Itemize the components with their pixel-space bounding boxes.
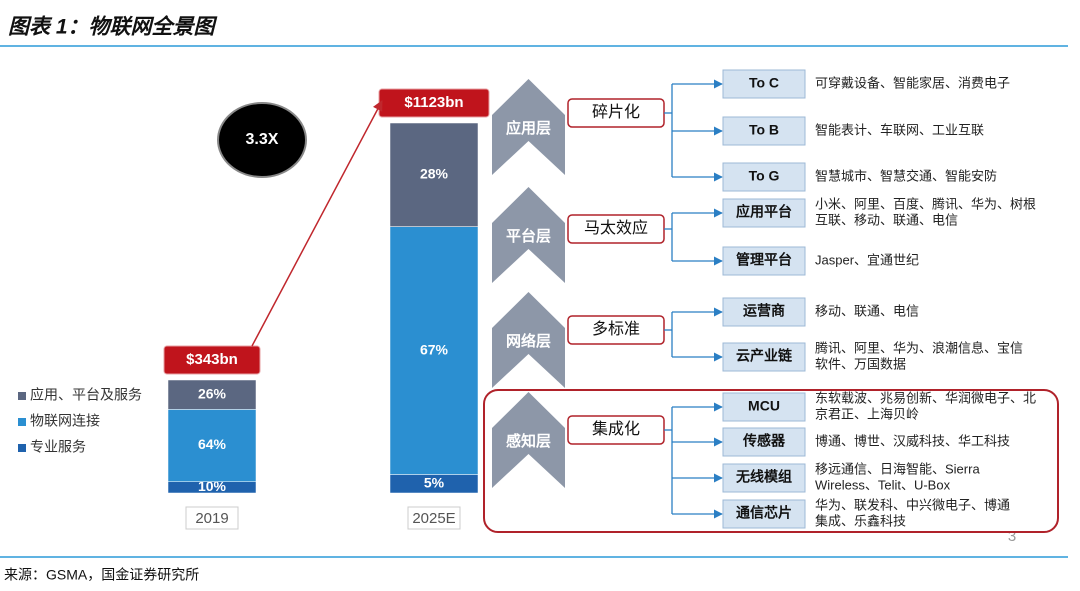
item-desc: Jasper、宜通世纪 <box>815 252 919 267</box>
item-label: 无线模组 <box>735 469 792 485</box>
item-label: To C <box>749 75 779 91</box>
item-desc: 博通、博世、汉威科技、华工科技 <box>815 433 1010 448</box>
item-label: 云产业链 <box>736 348 793 364</box>
item-label: 运营商 <box>743 303 785 319</box>
item-label: 通信芯片 <box>736 505 792 521</box>
item-label: MCU <box>748 398 780 414</box>
value-label: 10% <box>198 478 227 494</box>
item-box <box>722 297 806 327</box>
legend-swatch <box>18 444 26 452</box>
item-desc: 集成、乐鑫科技 <box>815 513 906 528</box>
item-desc: 华为、联发科、中兴微电子、博通 <box>815 497 1010 512</box>
legend-label: 专业服务 <box>30 439 86 455</box>
item-box <box>722 162 806 192</box>
item-desc: 智能表计、车联网、工业互联 <box>815 122 984 137</box>
value-label: 64% <box>198 436 227 452</box>
layer-arrow <box>492 292 565 388</box>
feature-label: 多标准 <box>592 320 640 338</box>
layer-name: 应用层 <box>506 119 551 137</box>
item-box <box>722 427 806 457</box>
item-desc: 腾讯、阿里、华为、浪潮信息、宝信 <box>815 340 1023 355</box>
layer-arrow <box>492 79 565 175</box>
bar-segment <box>167 379 257 410</box>
x-tick-label: 2019 <box>195 510 228 527</box>
total-box <box>163 345 261 375</box>
value-label: 5% <box>424 474 445 490</box>
x-tick-label: 2025E <box>412 510 455 527</box>
item-label: To B <box>749 122 779 138</box>
item-desc: 移动、联通、电信 <box>815 303 919 318</box>
layer-name: 网络层 <box>506 332 551 350</box>
item-label: 管理平台 <box>736 252 792 268</box>
item-box <box>722 198 806 228</box>
total-label: $343bn <box>186 351 238 368</box>
total-label: $1123bn <box>404 94 463 111</box>
legend-label: 应用、平台及服务 <box>30 387 142 403</box>
source: 来源：GSMA，国金证券研究所 <box>4 567 199 583</box>
item-desc: 京君正、上海贝岭 <box>815 406 919 421</box>
layer-name: 感知层 <box>506 432 551 450</box>
item-box <box>722 499 806 529</box>
item-label: 传感器 <box>742 433 786 449</box>
page-number: 3 <box>1008 528 1016 545</box>
growth-badge <box>217 102 307 178</box>
growth-arrow <box>251 100 383 347</box>
category-box <box>185 506 239 530</box>
item-box <box>722 392 806 422</box>
layer-arrow <box>492 392 565 488</box>
item-desc: 小米、阿里、百度、腾讯、华为、树根 <box>815 196 1036 211</box>
item-box <box>722 116 806 146</box>
bar-segment <box>167 409 257 482</box>
feature-label: 马太效应 <box>584 218 648 237</box>
item-desc: 移远通信、日海智能、Sierra <box>815 461 980 476</box>
value-label: 26% <box>198 385 227 401</box>
legend-swatch <box>18 418 26 426</box>
growth-label: 3.3X <box>246 131 279 148</box>
bar-segment <box>389 122 479 227</box>
feature-label: 碎片化 <box>592 103 640 121</box>
item-box <box>722 342 806 372</box>
item-box <box>722 69 806 99</box>
category-box <box>407 506 461 530</box>
value-label: 28% <box>420 166 449 182</box>
item-desc: 可穿戴设备、智能家居、消费电子 <box>815 75 1010 90</box>
item-label: To G <box>749 168 780 184</box>
layer-name: 平台层 <box>506 227 551 245</box>
item-desc: 软件、万国数据 <box>815 356 906 371</box>
highlight-frame <box>483 389 1059 533</box>
legend-label: 物联网连接 <box>30 413 100 429</box>
feature-label: 集成化 <box>592 420 640 438</box>
legend-swatch <box>18 392 26 400</box>
layer-arrow <box>492 187 565 283</box>
item-desc: Wireless、Telit、U-Box <box>815 477 951 492</box>
item-desc: 东软载波、兆易创新、华润微电子、北 <box>815 390 1036 405</box>
item-box <box>722 246 806 276</box>
item-label: 应用平台 <box>736 204 792 220</box>
item-box <box>722 463 806 493</box>
value-label: 67% <box>420 341 449 357</box>
item-desc: 互联、移动、联通、电信 <box>815 212 958 227</box>
item-desc: 智慧城市、智慧交通、智能安防 <box>815 168 997 183</box>
title: 图表 1：物联网全景图 <box>8 15 218 39</box>
bar-segment <box>389 226 479 475</box>
